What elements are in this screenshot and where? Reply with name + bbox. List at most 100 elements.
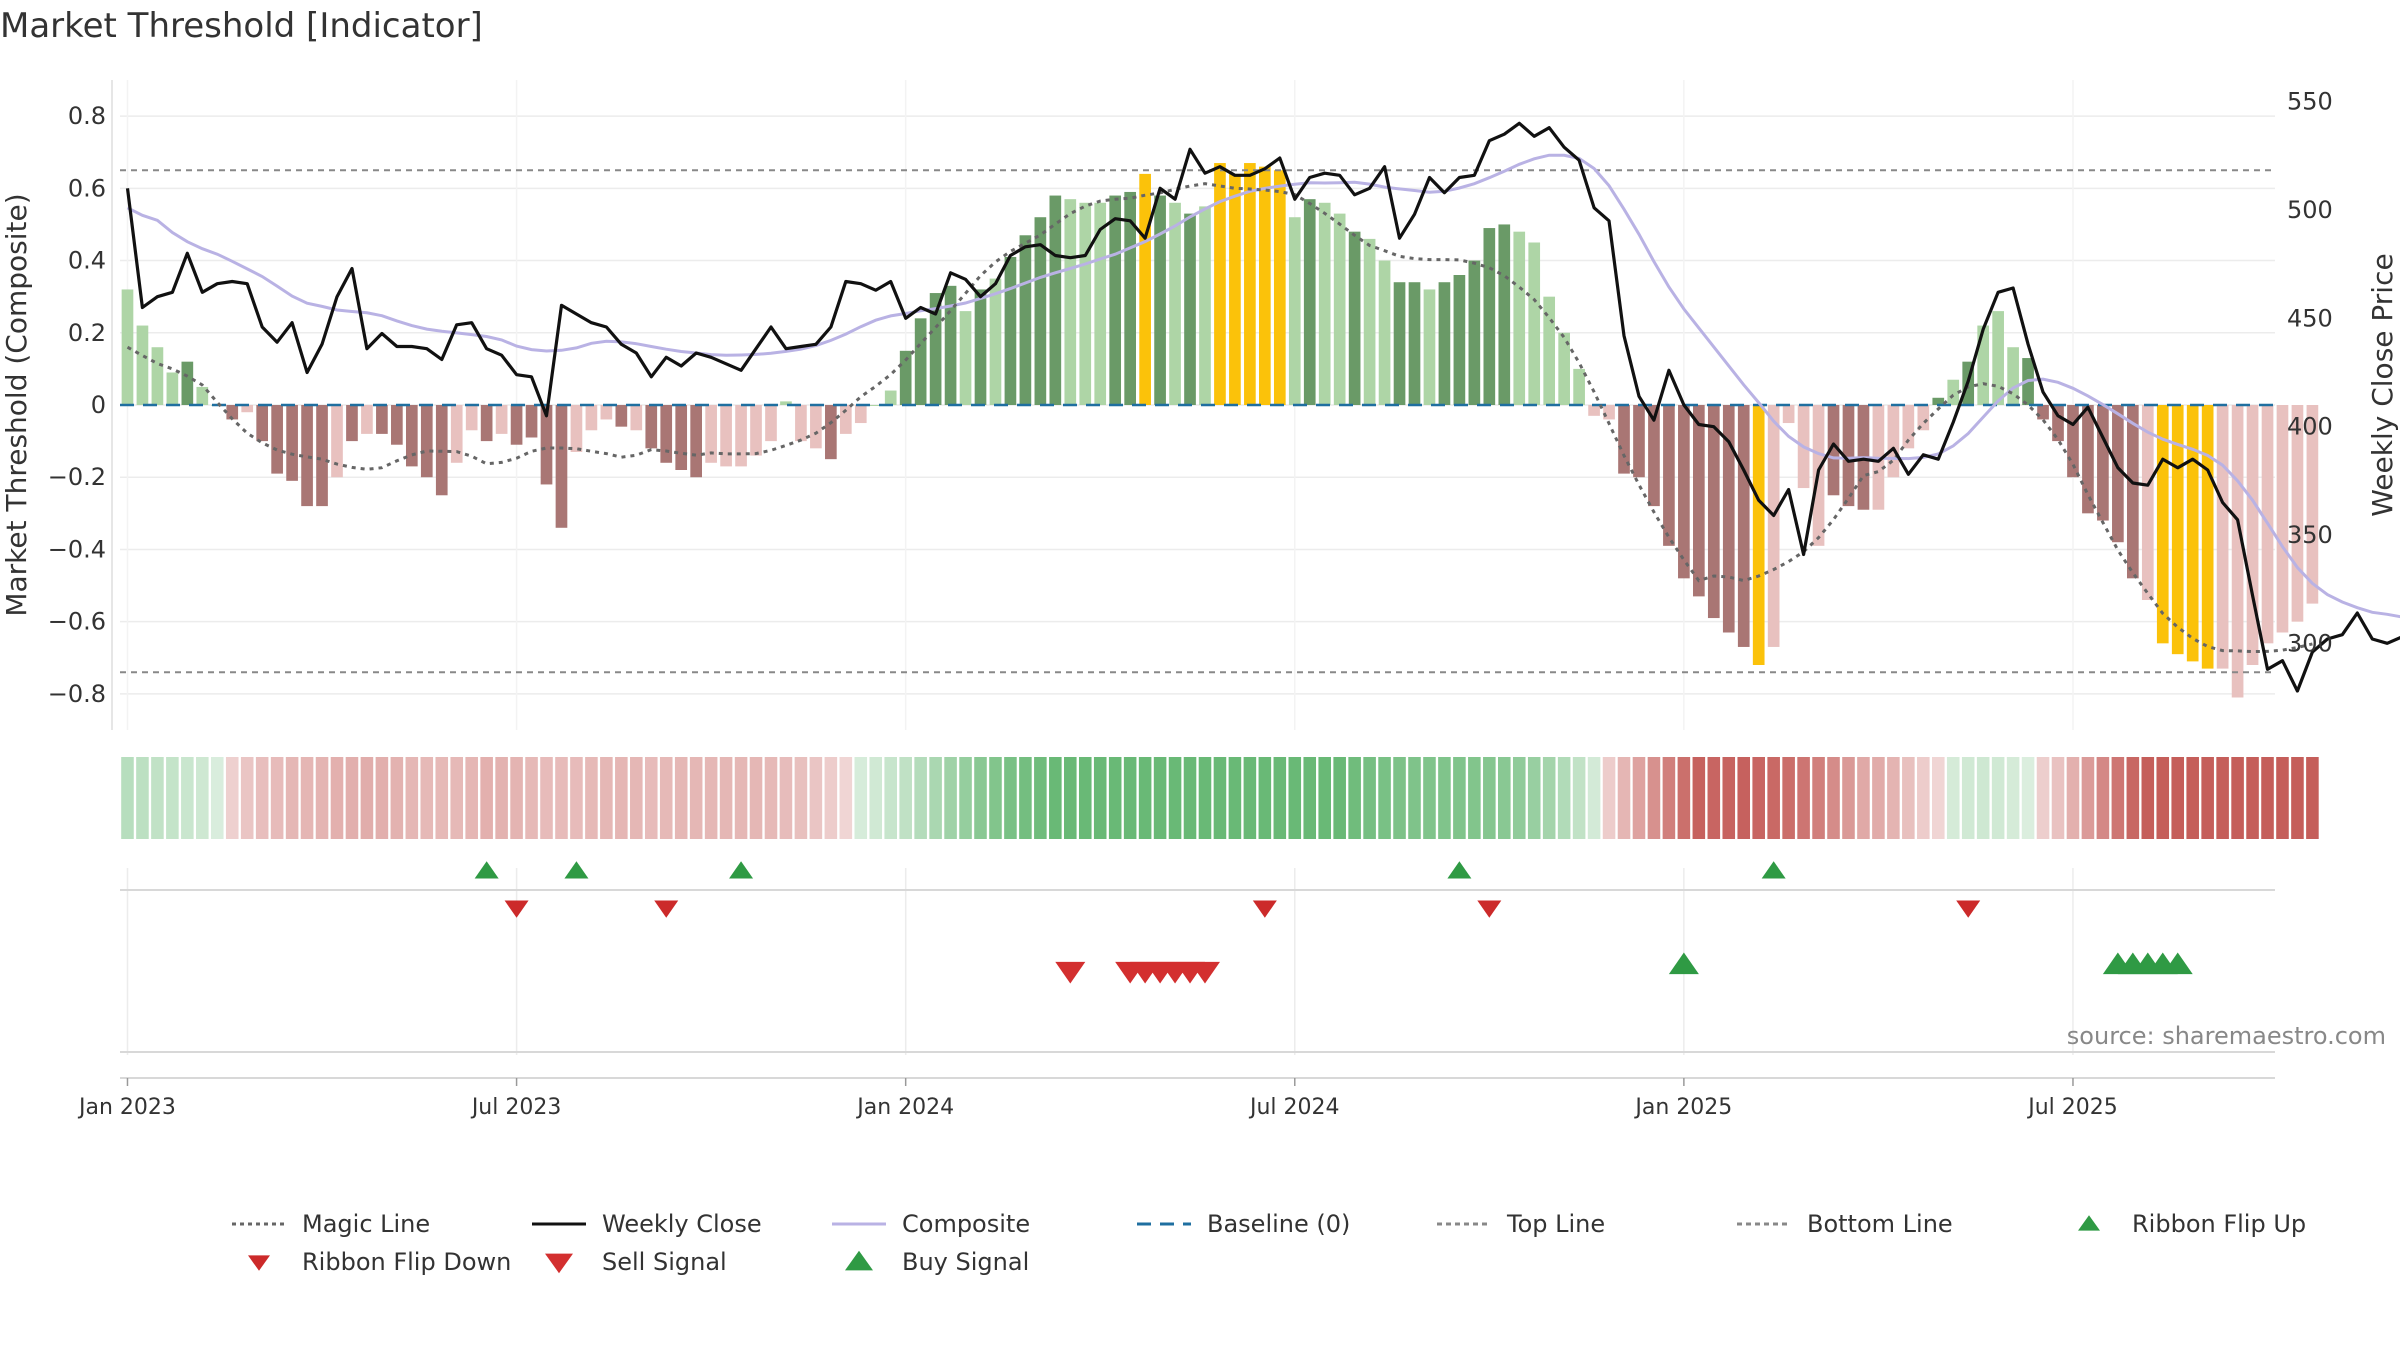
histogram-bar — [1633, 405, 1645, 478]
ribbon-cell — [2306, 757, 2319, 839]
histogram-bar — [1124, 191, 1136, 405]
histogram-bar — [2246, 405, 2259, 665]
triangle-up-icon — [845, 1250, 873, 1271]
legend-swatch — [845, 1250, 873, 1271]
ribbon-cell — [1348, 757, 1361, 839]
histogram-bar — [1977, 325, 1990, 405]
ribbon-cell — [1438, 757, 1451, 839]
ribbon-cell — [1498, 757, 1511, 839]
ribbon-flip-up-marker — [1761, 861, 1786, 879]
ribbon-cell — [1767, 757, 1780, 839]
ribbon-cell — [1572, 757, 1586, 839]
ribbon-cell — [1078, 757, 1092, 839]
legend-label: Top Line — [1507, 1210, 1606, 1238]
ribbon-cell — [1647, 757, 1661, 839]
histogram-bar — [2201, 405, 2214, 669]
histogram-bar — [1498, 224, 1511, 405]
histogram-bar — [1034, 217, 1047, 405]
ribbon-cell — [2066, 757, 2080, 839]
histogram-bar — [1318, 202, 1331, 405]
ribbon-cell — [1946, 757, 1960, 839]
ribbon-cell — [1737, 757, 1751, 839]
lavender-line-icon — [832, 1222, 886, 1226]
histogram-bar — [1947, 379, 1960, 405]
histogram-bar — [405, 405, 418, 467]
histogram-bar — [1782, 405, 1795, 424]
histogram-bar — [1378, 260, 1391, 405]
histogram-bar — [450, 405, 463, 463]
ribbon-cell — [1662, 757, 1676, 839]
axes: 0.8 0.6 0.4 0.2 0 −0.2 −0.4 −0.6 −0.8 550 500 450 40… — [0, 80, 2399, 1120]
ribbon-cell — [2171, 757, 2185, 839]
histogram-bar — [1109, 195, 1122, 405]
ribbon-cell — [1138, 757, 1152, 839]
ribbon-cell — [2141, 757, 2155, 839]
ribbon-cell — [1483, 757, 1496, 839]
ribbon-cell — [1842, 757, 1855, 839]
ribbon-cell — [285, 757, 299, 839]
histogram-bar — [1273, 170, 1286, 405]
ribbon-cell — [540, 757, 553, 839]
histogram-bar — [1932, 397, 1945, 405]
y2-tick-label: 350 — [2287, 521, 2333, 549]
legend-item: Buy Signal — [830, 1248, 1029, 1276]
ribbon-flip-down-marker — [654, 900, 679, 918]
ribbon-cell — [1722, 757, 1736, 839]
y2-tick-label: 300 — [2287, 629, 2333, 657]
ribbon-flip-down-marker — [1956, 900, 1981, 918]
histogram-bar — [2126, 405, 2139, 579]
weekly-close-line — [125, 121, 2400, 693]
ribbon-cell — [794, 757, 808, 839]
histogram-bar — [690, 405, 702, 478]
legend-item: Sell Signal — [530, 1248, 727, 1276]
ribbon-cell — [1168, 757, 1182, 839]
ribbon-cell — [255, 757, 269, 839]
histogram-bar — [780, 401, 792, 405]
ribbon-cell — [2111, 757, 2125, 839]
histogram-bar — [585, 405, 598, 431]
histogram-bar — [166, 372, 179, 405]
ribbon-cell — [764, 757, 778, 839]
ribbon-cell — [1797, 757, 1810, 839]
histogram-bar — [720, 405, 732, 467]
histogram-bar — [1678, 405, 1690, 579]
histogram-bar — [1752, 405, 1765, 665]
ribbon-cell — [1183, 757, 1197, 839]
ribbon-cell — [360, 757, 374, 839]
ribbon-cell — [1034, 757, 1047, 839]
histogram-bar — [1423, 289, 1436, 405]
histogram-bar — [346, 405, 358, 442]
ribbon-cell — [510, 757, 523, 839]
histogram-bar — [660, 405, 673, 463]
histogram-bar — [525, 405, 538, 438]
histogram-bar — [1767, 405, 1780, 647]
ribbon-cell — [1602, 757, 1616, 839]
ribbon-cell — [210, 757, 224, 839]
ribbon-cell — [1228, 757, 1242, 839]
ribbon-cell — [375, 757, 389, 839]
ribbon-cell — [1004, 757, 1017, 839]
histogram-bar — [1453, 275, 1466, 405]
ribbon-cell — [1198, 757, 1212, 839]
histogram-bar — [391, 405, 403, 445]
histogram-bar — [1169, 202, 1181, 405]
ribbon-cell — [779, 757, 793, 839]
histogram-bar — [2112, 405, 2124, 543]
legend-label: Bottom Line — [1807, 1210, 1953, 1238]
histogram-bar — [2231, 405, 2244, 698]
y2-tick-label: 450 — [2287, 304, 2333, 332]
histogram-bar — [495, 405, 508, 434]
dotted-line-icon — [1737, 1222, 1791, 1226]
ribbon-cell — [1064, 757, 1077, 839]
ribbon-cell — [525, 757, 538, 839]
ribbon-cell — [2021, 757, 2035, 839]
triangle-down-icon — [545, 1253, 573, 1274]
ribbon-cell — [839, 757, 853, 839]
histogram-bar — [2007, 347, 2019, 405]
legend-label: Ribbon Flip Up — [2132, 1210, 2307, 1238]
ribbon-cell — [824, 757, 838, 839]
histogram-bar — [316, 405, 328, 507]
histogram-bar — [2156, 405, 2169, 644]
ribbon-cell — [914, 757, 927, 839]
y2-tick-label: 550 — [2287, 88, 2333, 116]
